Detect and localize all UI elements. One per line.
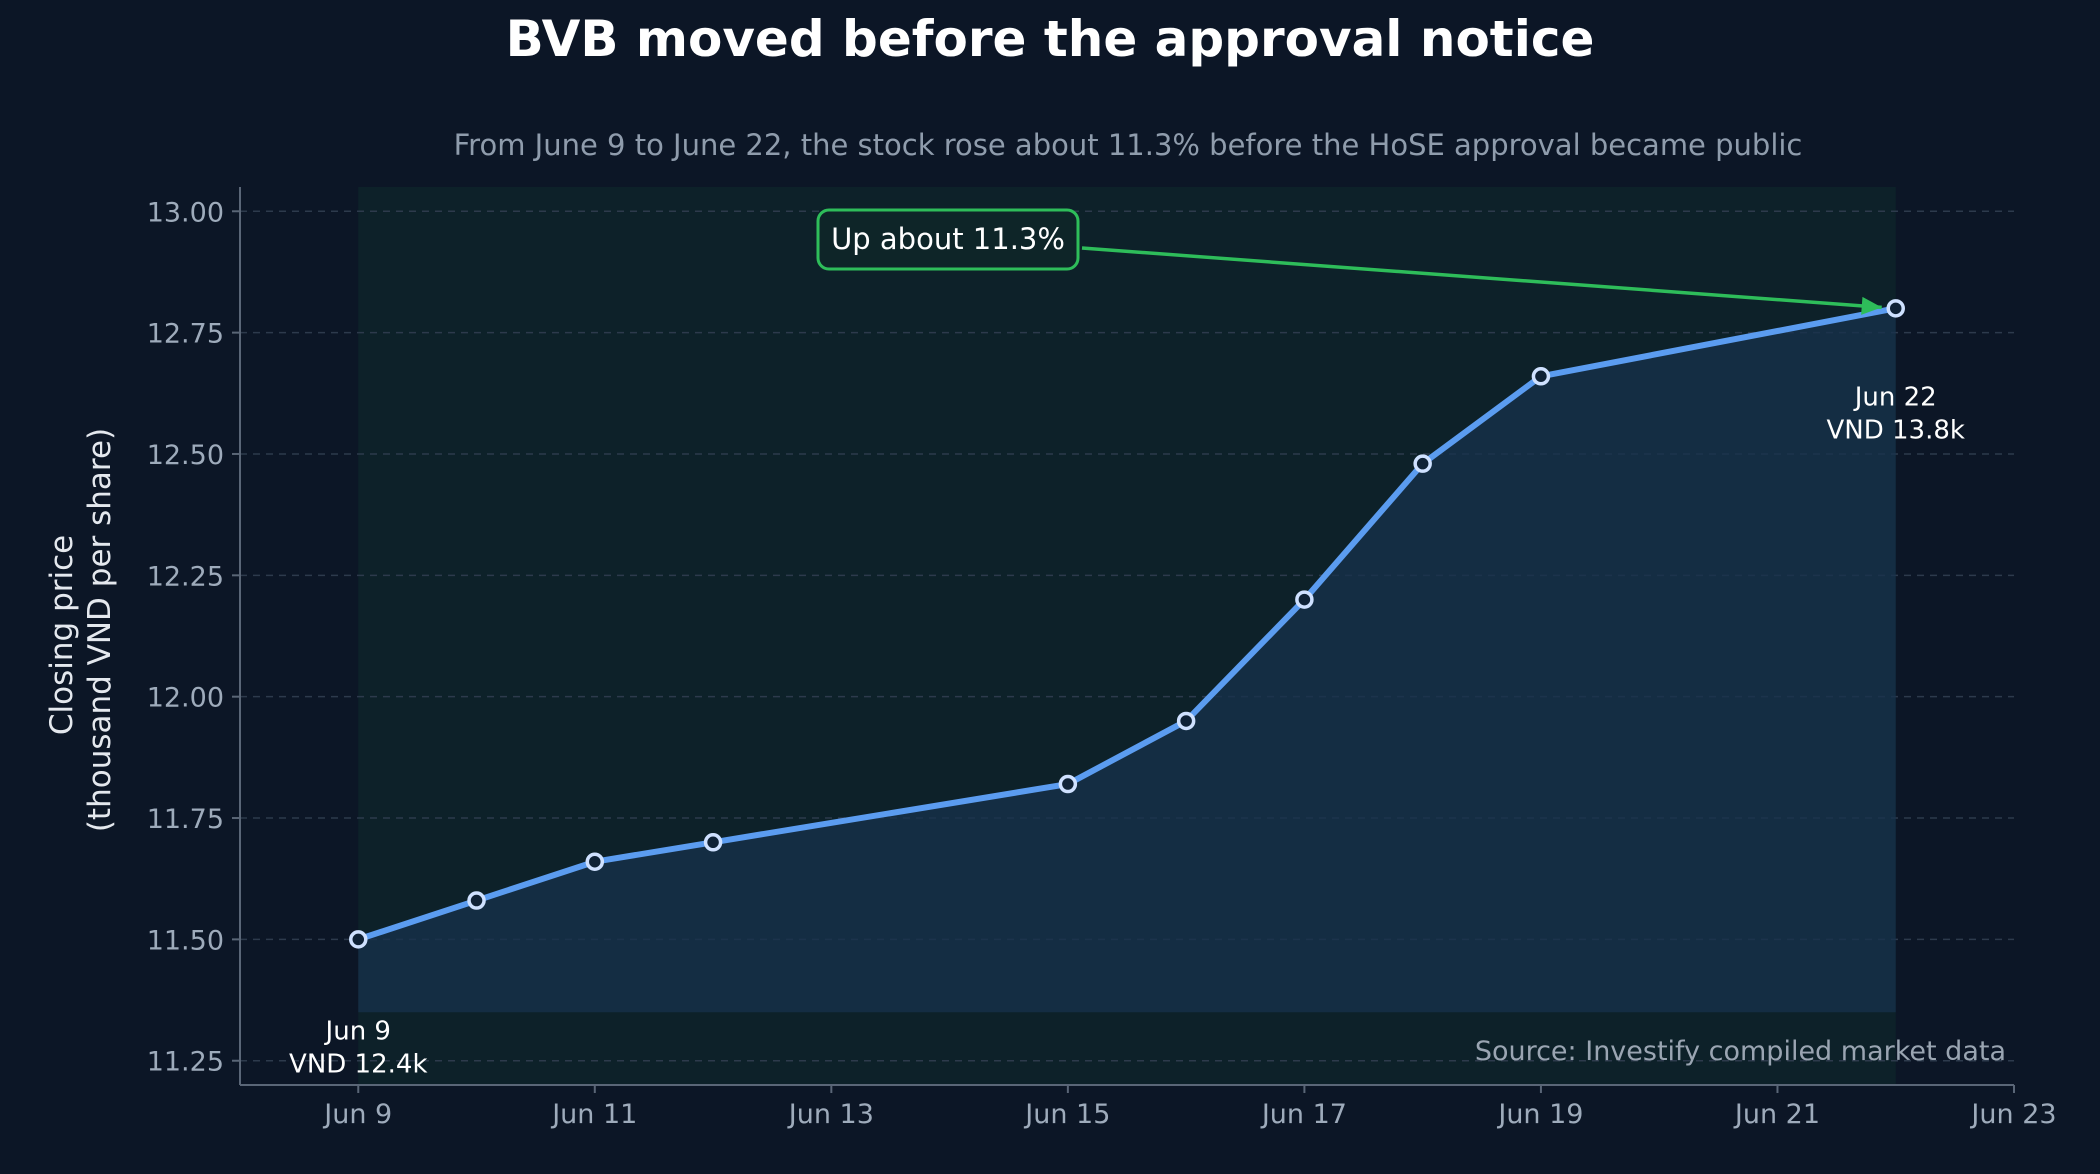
x-tick-label: Jun 23: [1969, 1099, 2056, 1130]
data-point: [703, 833, 723, 852]
data-point: [1413, 454, 1432, 473]
data-point: [1058, 774, 1078, 794]
x-tick-label: Jun 17: [1260, 1099, 1347, 1130]
chart-title: BVB moved before the approval notice: [506, 10, 1595, 68]
data-point: [1176, 711, 1196, 731]
x-tick-label: Jun 11: [550, 1099, 637, 1130]
callout-arrow-head: [1861, 296, 1882, 315]
end-label-line: VND 13.8k: [1826, 415, 1964, 445]
tick-labels: 11.25 11.50 11.75 12.00 12.25 12.50 12.75 13.00…: [147, 197, 2057, 1130]
x-tick-label: Jun 9: [322, 1099, 392, 1130]
y-tick-label: 13.00: [147, 197, 224, 228]
y-axis-label-line-1: Closing price: [44, 535, 80, 735]
data-point: [1886, 299, 1905, 318]
y-tick-label: 11.75: [147, 804, 224, 835]
start-label-line: Jun 9: [324, 1016, 391, 1046]
callout-text: Up about 11.3%: [831, 222, 1065, 256]
y-tick-label: 11.50: [147, 925, 224, 956]
series-layer: [349, 299, 1905, 949]
callout-box: [816, 208, 1080, 271]
area-layer: [358, 308, 1896, 1013]
data-point: [585, 852, 605, 871]
data-point: [349, 930, 368, 949]
y-axis-label: Closing price (thousand VND per share): [44, 428, 118, 832]
y-tick-label: 12.25: [147, 561, 224, 592]
y-tick-label: 12.00: [147, 683, 224, 714]
callout-arrow-line: [1081, 246, 1882, 310]
y-axis-label-line-2: (thousand VND per share): [82, 428, 118, 832]
series-line: [355, 305, 1899, 943]
data-point: [1295, 590, 1314, 609]
data-point: [1531, 367, 1551, 386]
y-tick-label: 12.75: [147, 319, 224, 350]
x-tick-label: Jun 19: [1496, 1099, 1583, 1130]
axes: [232, 187, 2015, 1093]
y-tick-label: 11.25: [147, 1047, 224, 1078]
end-label-line: Jun 22: [1853, 382, 1937, 412]
start-label-line: VND 12.4k: [289, 1049, 427, 1079]
chart-subtitle: From June 9 to June 22, the stock rose a…: [454, 128, 1803, 162]
area-fill: [358, 308, 1896, 1013]
y-tick-label: 12.50: [147, 440, 224, 471]
x-tick-label: Jun 13: [787, 1099, 874, 1130]
x-tick-label: Jun 21: [1733, 1099, 1820, 1130]
x-tick-label: Jun 15: [1023, 1099, 1110, 1130]
source-note: Source: Investify compiled market data: [1475, 1036, 2006, 1067]
data-point: [467, 891, 486, 910]
